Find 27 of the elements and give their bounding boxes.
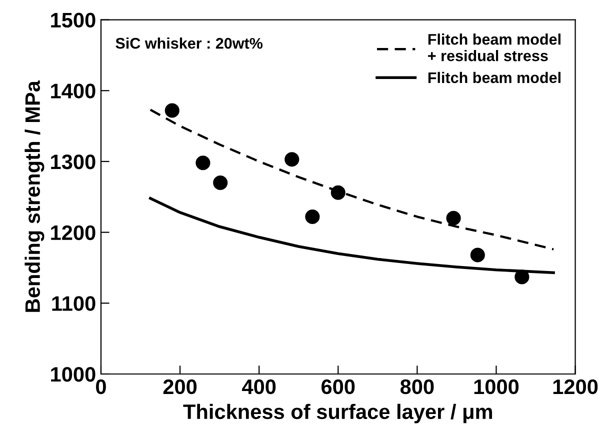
x-tick-label: 400 [242,379,276,394]
y-tick-label: 1300 [51,154,96,170]
y-tick-label: 1200 [51,225,96,240]
x-tick-label: 1200 [553,379,598,394]
point [305,209,320,224]
y-axis-title: Bending strength / MPa [24,80,44,312]
point [164,103,180,118]
x-tick-label: 200 [163,379,197,394]
x-tick-label: 600 [322,379,355,394]
y-tick-label: 1100 [52,296,96,311]
point [213,175,228,190]
point [196,156,210,170]
x-tick-label: 800 [400,379,434,394]
y-tick-label: 1500 [51,12,96,28]
y-tick-label: 1400 [51,84,96,98]
legend-label: Flitch beam model [428,72,560,84]
point [330,185,346,200]
annotation: SiC whisker : 20wt% [116,38,263,49]
x-tick-label: 1000 [474,379,519,394]
legend-label: Flitch beam model + residual stress [428,34,560,62]
point [470,248,485,262]
point [284,152,300,167]
x-axis-title: Thickness of surface layer / μm [183,404,492,424]
x-tick-label: 0 [96,379,106,394]
point [446,210,461,226]
y-tick-label: 1000 [51,367,96,382]
point [514,270,530,284]
